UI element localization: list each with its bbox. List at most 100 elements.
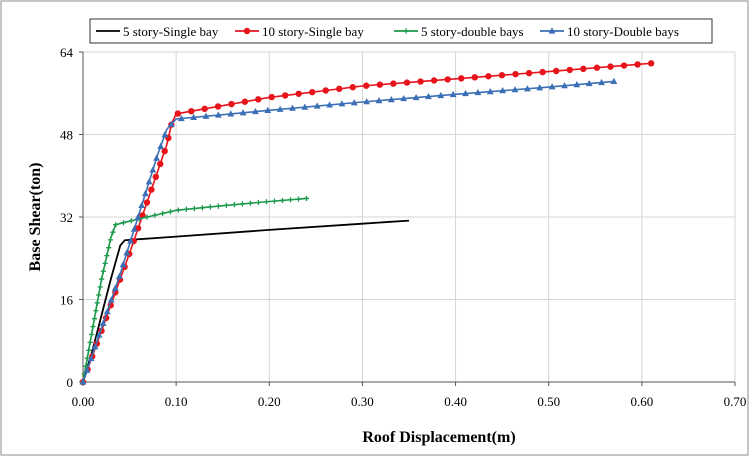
data-point bbox=[313, 102, 321, 109]
x-axis-title: Roof Displacement(m) bbox=[362, 429, 515, 446]
data-point bbox=[143, 199, 151, 206]
data-point bbox=[276, 105, 284, 112]
data-point bbox=[512, 70, 519, 78]
x-tick-label: 0.00 bbox=[72, 394, 95, 409]
legend-label: 5 story-double bays bbox=[421, 24, 524, 39]
data-point bbox=[430, 77, 438, 84]
data-point bbox=[425, 92, 432, 100]
y-tick-label: 16 bbox=[60, 293, 74, 308]
data-point bbox=[553, 67, 560, 75]
legend-item: 5 story-Single bay bbox=[96, 24, 219, 39]
data-point bbox=[620, 62, 628, 69]
data-point bbox=[403, 79, 411, 86]
y-tick-label: 48 bbox=[60, 128, 73, 143]
data-point bbox=[102, 260, 108, 266]
data-point bbox=[363, 98, 371, 105]
y-axis-title: Base Shear(ton) bbox=[27, 163, 44, 272]
data-point bbox=[400, 94, 408, 102]
data-point bbox=[214, 103, 222, 110]
x-tick-label: 0.60 bbox=[630, 394, 653, 409]
data-point bbox=[363, 82, 370, 89]
data-point bbox=[120, 220, 127, 226]
data-point bbox=[255, 199, 262, 206]
data-point bbox=[271, 198, 278, 204]
data-point bbox=[231, 202, 238, 208]
data-point bbox=[207, 204, 213, 210]
data-point bbox=[98, 276, 105, 282]
data-point bbox=[160, 210, 166, 217]
data-point bbox=[149, 166, 157, 173]
legend-item: 10 story-Single bay bbox=[235, 24, 364, 39]
data-point bbox=[263, 199, 270, 205]
data-point bbox=[247, 200, 254, 206]
data-point bbox=[215, 203, 221, 209]
data-point bbox=[145, 178, 153, 185]
data-point bbox=[188, 107, 195, 115]
data-point bbox=[138, 201, 146, 209]
data-point bbox=[91, 316, 98, 322]
data-point bbox=[201, 105, 208, 113]
data-point bbox=[281, 92, 289, 99]
data-point bbox=[161, 147, 168, 155]
data-point bbox=[91, 343, 99, 350]
data-point bbox=[110, 229, 116, 235]
data-point bbox=[295, 90, 302, 97]
data-point bbox=[191, 205, 197, 212]
data-point bbox=[100, 268, 106, 274]
data-point bbox=[107, 237, 114, 243]
data-point bbox=[593, 64, 601, 71]
data-point bbox=[199, 205, 205, 211]
data-point bbox=[607, 63, 614, 70]
data-point bbox=[119, 261, 127, 268]
data-point bbox=[86, 347, 92, 353]
data-point bbox=[111, 284, 119, 291]
legend: 5 story-Single bay 10 story-Single bay 5 s… bbox=[89, 18, 713, 44]
data-point bbox=[548, 83, 556, 90]
data-point bbox=[214, 111, 222, 118]
data-point bbox=[598, 78, 605, 86]
x-tick-label: 0.30 bbox=[351, 394, 374, 409]
data-point bbox=[144, 214, 150, 220]
data-point bbox=[94, 300, 100, 306]
data-point bbox=[322, 87, 329, 94]
data-point bbox=[486, 87, 494, 95]
data-point bbox=[223, 202, 229, 208]
data-point bbox=[287, 197, 294, 203]
data-point bbox=[241, 98, 249, 105]
x-tick-label: 0.20 bbox=[258, 394, 281, 409]
data-point bbox=[93, 308, 99, 314]
data-point bbox=[88, 331, 95, 338]
data-point bbox=[83, 366, 91, 373]
data-point bbox=[190, 113, 198, 120]
data-point bbox=[152, 212, 158, 218]
data-point bbox=[566, 66, 573, 74]
data-point bbox=[303, 195, 310, 202]
y-tick-label: 0 bbox=[67, 375, 74, 390]
series-3 bbox=[80, 195, 310, 385]
data-point bbox=[130, 225, 138, 232]
legend-label: 10 story-Single bay bbox=[262, 24, 364, 39]
data-point bbox=[153, 154, 160, 161]
data-point bbox=[264, 106, 272, 114]
data-point bbox=[183, 206, 189, 212]
data-point bbox=[289, 104, 296, 111]
data-point bbox=[585, 79, 593, 87]
data-point bbox=[498, 72, 506, 79]
data-point bbox=[390, 80, 397, 87]
data-point bbox=[123, 249, 131, 256]
data-point bbox=[227, 110, 235, 117]
y-tick-label: 64 bbox=[60, 45, 74, 60]
data-point bbox=[175, 207, 181, 213]
data-point bbox=[174, 110, 182, 117]
data-point bbox=[107, 296, 115, 303]
data-point bbox=[580, 65, 587, 73]
data-point bbox=[157, 142, 165, 149]
data-point bbox=[536, 84, 544, 91]
data-point bbox=[239, 109, 247, 116]
data-point bbox=[485, 73, 492, 80]
data-point bbox=[471, 74, 479, 81]
data-point bbox=[338, 100, 346, 107]
x-tick-label: 0.50 bbox=[537, 394, 560, 409]
